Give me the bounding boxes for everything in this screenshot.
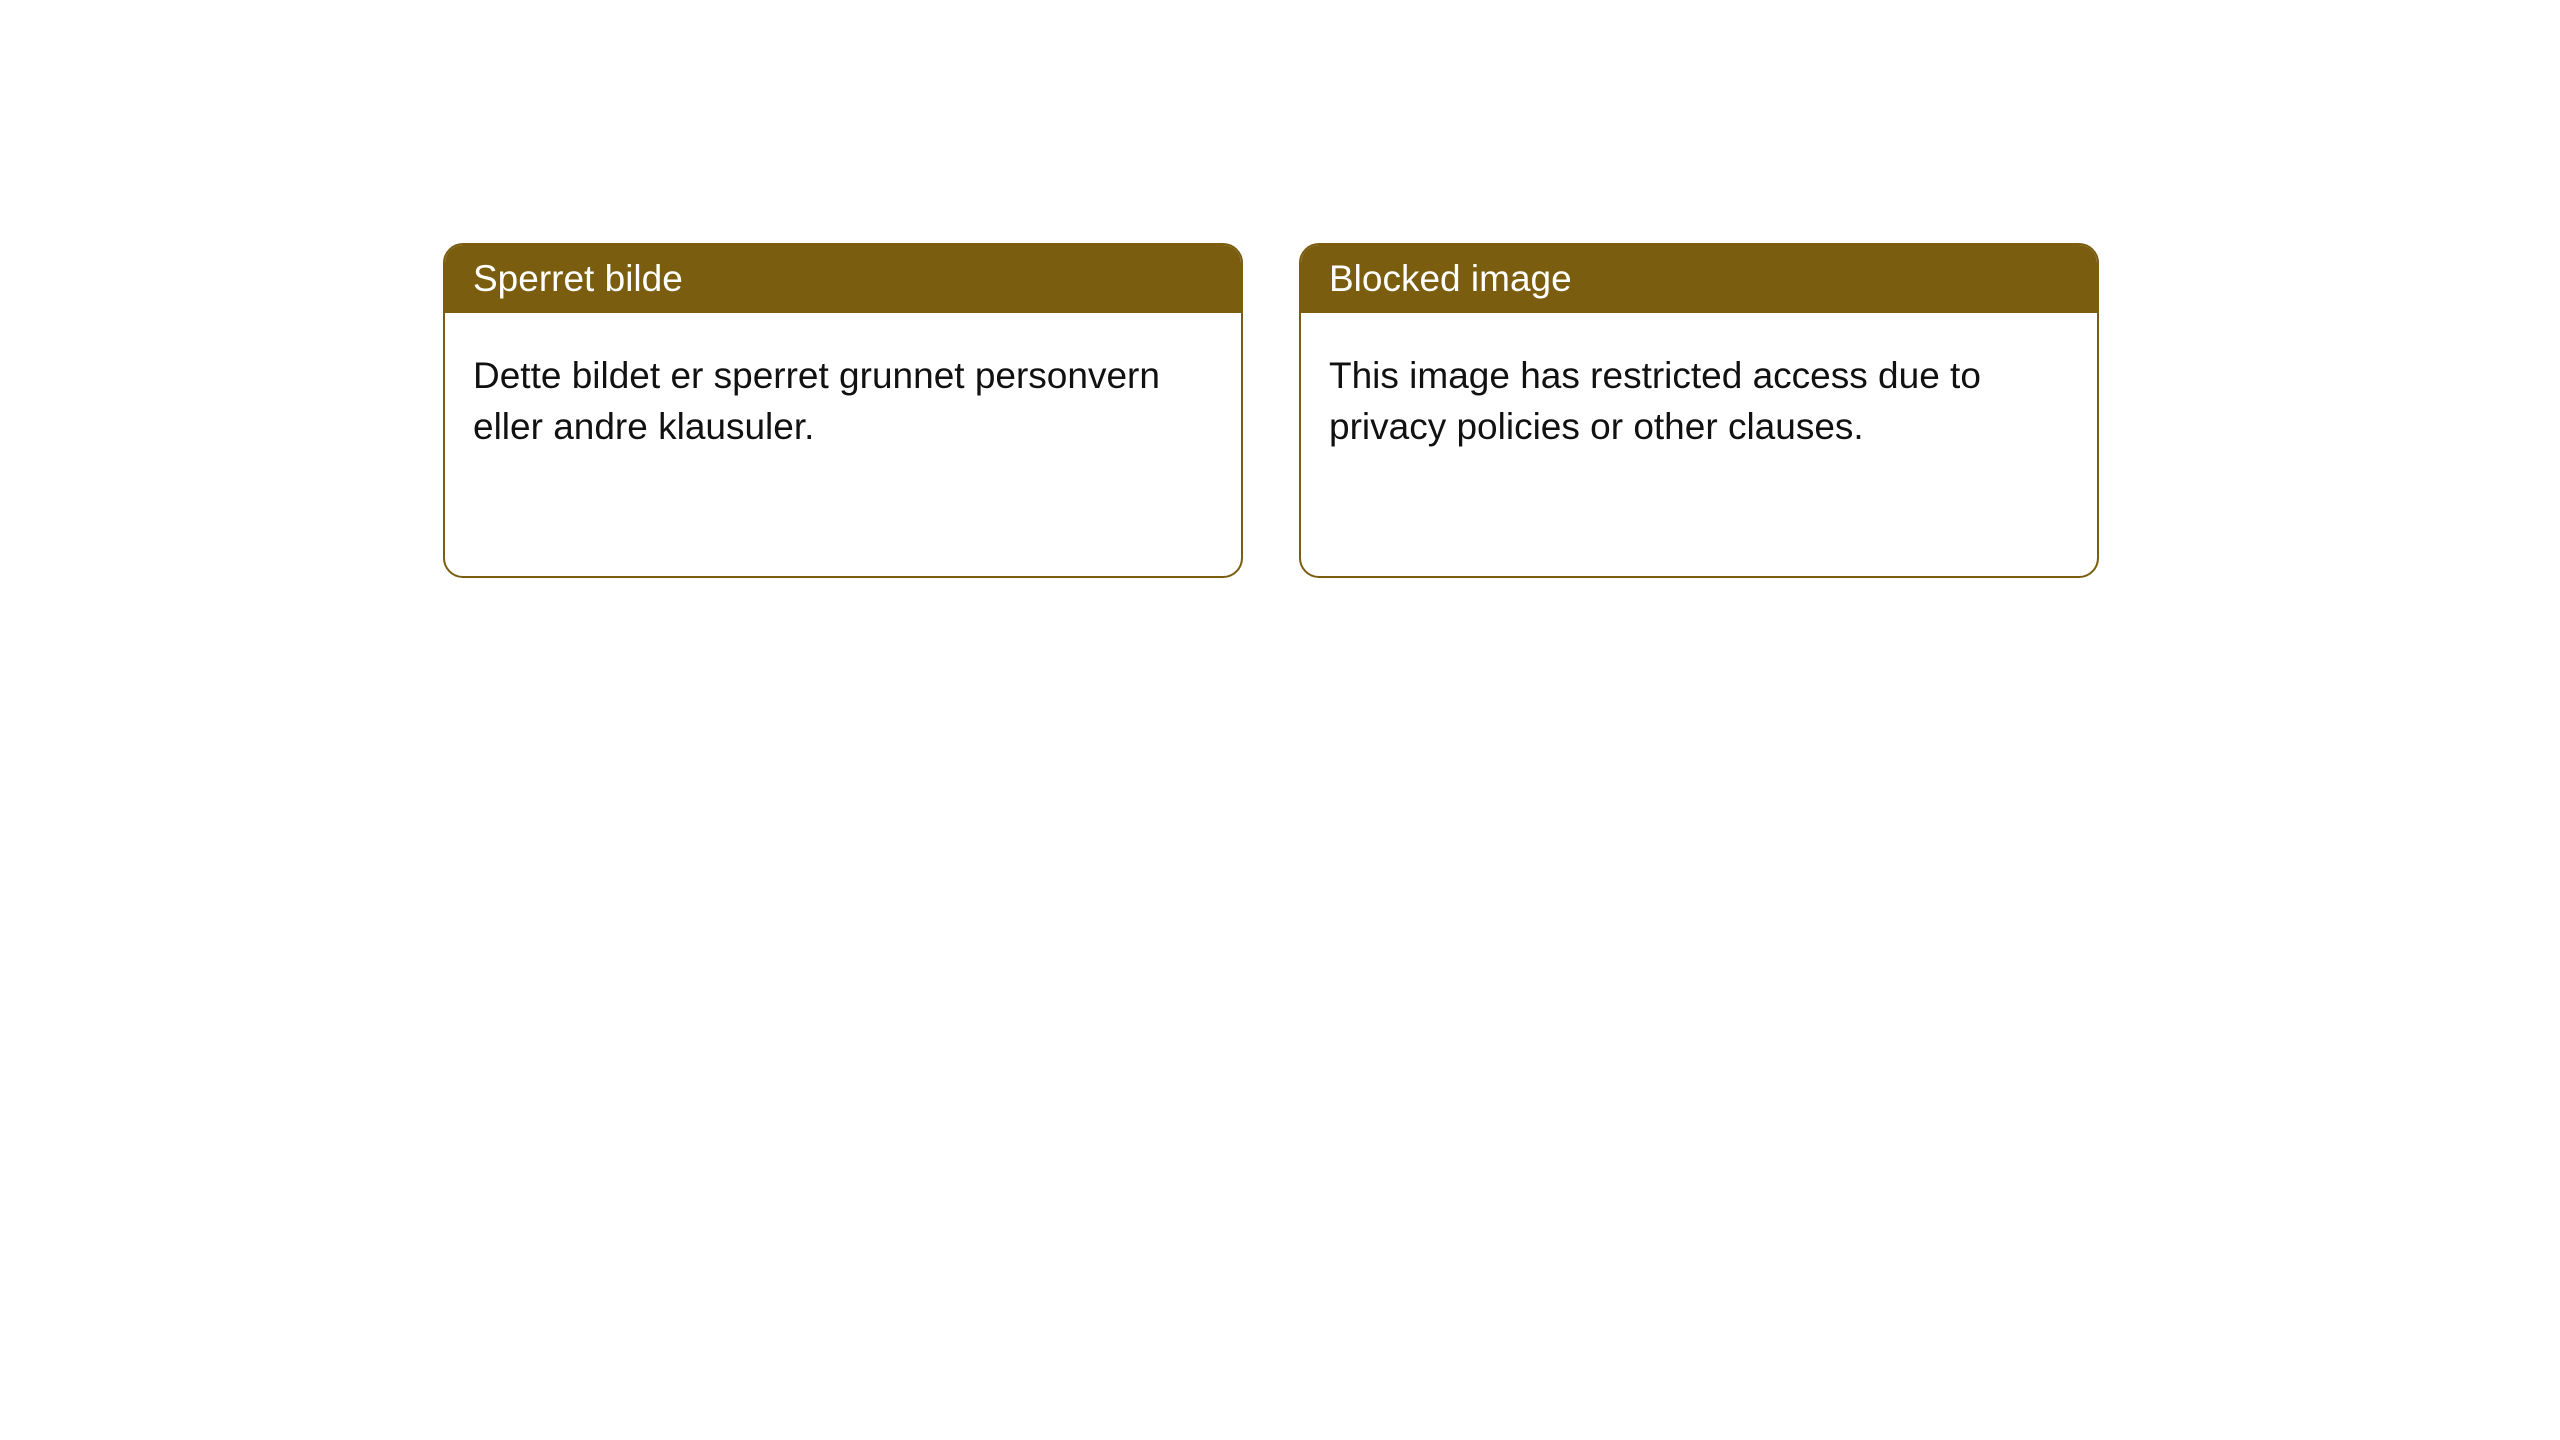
notice-card-english: Blocked image This image has restricted … bbox=[1299, 243, 2099, 578]
notice-body: Dette bildet er sperret grunnet personve… bbox=[445, 313, 1241, 490]
notice-body: This image has restricted access due to … bbox=[1301, 313, 2097, 490]
notice-header: Sperret bilde bbox=[445, 245, 1241, 313]
notice-card-norwegian: Sperret bilde Dette bildet er sperret gr… bbox=[443, 243, 1243, 578]
notice-header: Blocked image bbox=[1301, 245, 2097, 313]
notice-container: Sperret bilde Dette bildet er sperret gr… bbox=[0, 0, 2560, 578]
